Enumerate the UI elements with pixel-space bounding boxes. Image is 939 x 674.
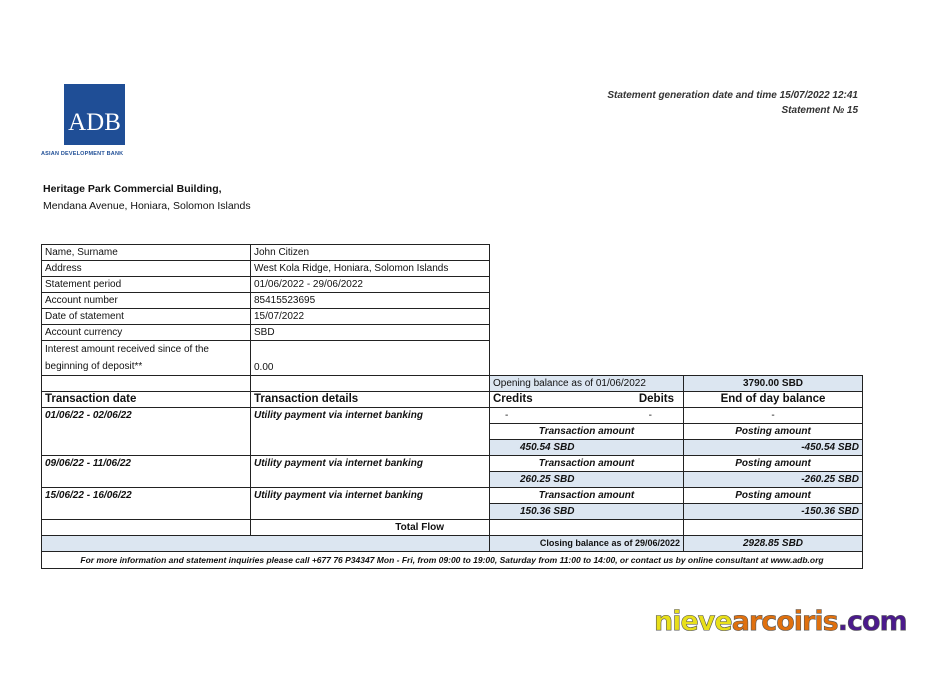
watermark: nievearcoiris.com <box>654 606 908 638</box>
info-row: Statement period 01/06/2022 - 29/06/2022 <box>41 276 863 293</box>
total-flow-row: Total Flow <box>41 519 863 536</box>
info-row: Interest amount received since of the be… <box>41 340 863 376</box>
closing-balance-row: Closing balance as of 29/06/2022 2928.85 … <box>41 535 863 552</box>
statement-header: Statement generation date and time 15/07… <box>607 88 858 118</box>
statement-table: Name, Surname John Citizen Address West Ko… <box>41 244 863 569</box>
address-line-2: Mendana Avenue, Honiara, Solomon Islands <box>43 200 251 212</box>
opening-balance-row: Opening balance as of 01/06/2022 3790.00 … <box>41 375 863 392</box>
address-line-1: Heritage Park Commercial Building, <box>43 183 222 195</box>
logo-text: ADB <box>68 109 121 136</box>
transaction-row: 09/06/22 - 11/06/22 Utility payment via … <box>41 455 863 488</box>
transaction-row: 15/06/22 - 16/06/22 Utility payment via … <box>41 487 863 520</box>
info-row: Address West Kola Ridge, Honiara, Solomon… <box>41 260 863 277</box>
logo-subtitle: ASIAN DEVELOPMENT BANK <box>41 151 124 157</box>
statement-number: Statement № 15 <box>781 105 858 116</box>
adb-logo: ADB <box>64 84 125 145</box>
info-row: Name, Surname John Citizen <box>41 244 863 261</box>
transaction-row: 01/06/22 - 02/06/22 Utility payment via … <box>41 407 863 456</box>
info-row: Account currency SBD <box>41 324 863 341</box>
column-header-row: Transaction date Transaction details Cre… <box>41 391 863 408</box>
footer-row: For more information and statement inqui… <box>41 551 863 569</box>
info-row: Account number 85415523695 <box>41 292 863 309</box>
info-row: Date of statement 15/07/2022 <box>41 308 863 325</box>
generation-date: Statement generation date and time 15/07… <box>607 90 858 101</box>
bank-address: Heritage Park Commercial Building, Menda… <box>43 181 251 215</box>
